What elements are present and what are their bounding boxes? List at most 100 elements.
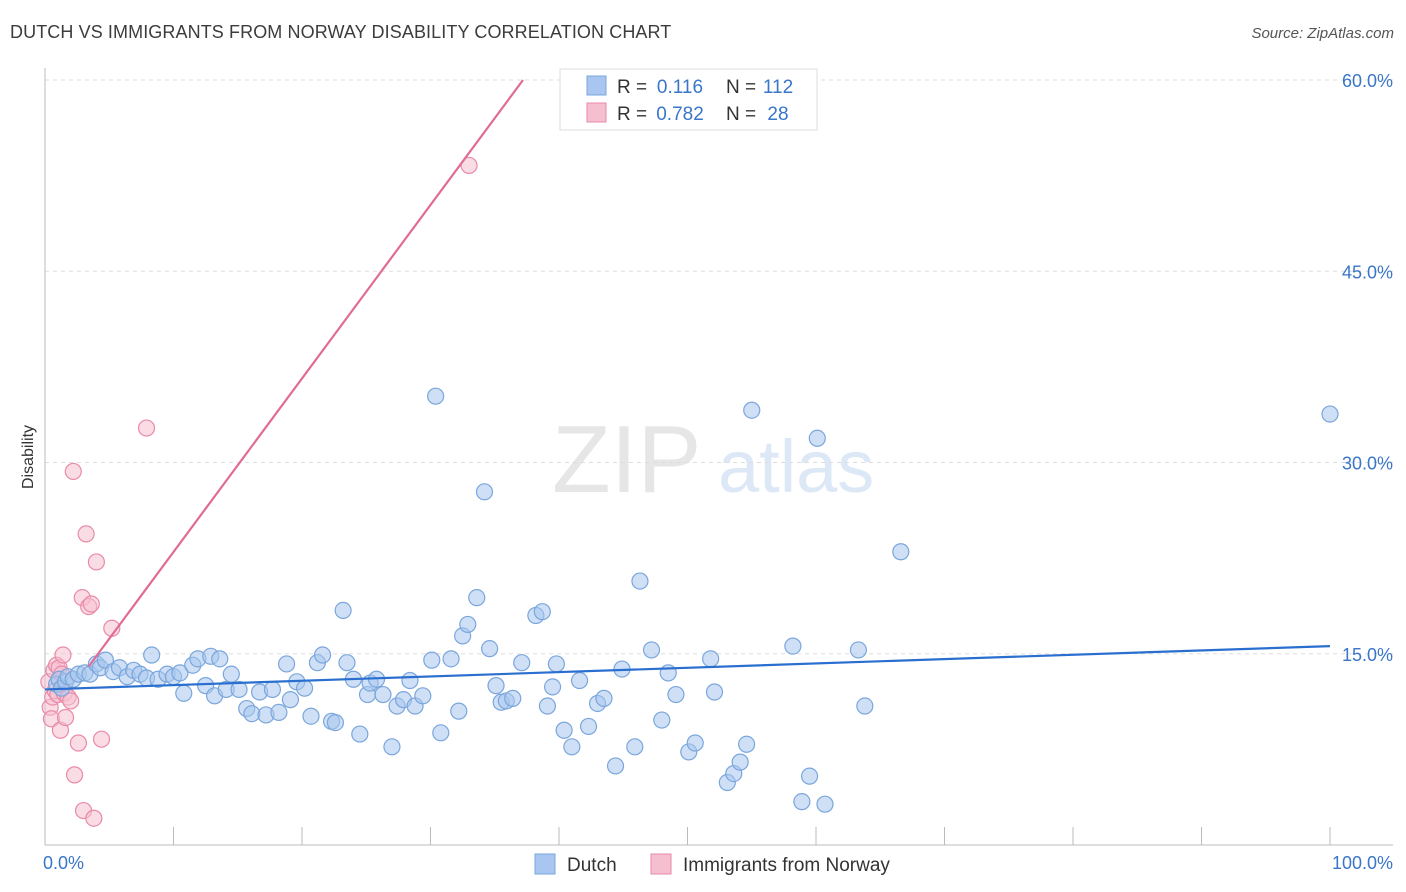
stats-n-value: 28 <box>767 104 788 125</box>
dutch-point <box>686 734 704 752</box>
dutch-point <box>538 697 557 715</box>
dutch-point <box>784 637 802 655</box>
dutch-point <box>653 711 671 729</box>
stats-r-label: R = <box>617 104 647 125</box>
dutch-point <box>743 401 761 419</box>
chart-source: Source: ZipAtlas.com <box>1251 25 1394 42</box>
stats-swatch <box>586 102 607 123</box>
norway-point <box>85 809 103 827</box>
dutch-point <box>277 655 296 673</box>
dutch-point <box>281 691 300 709</box>
dutch-point <box>374 685 392 704</box>
norway-points <box>40 156 478 827</box>
chart-title: DUTCH VS IMMIGRANTS FROM NORWAY DISABILI… <box>10 22 672 42</box>
dutch-point <box>504 689 522 707</box>
dutch-point <box>856 697 874 715</box>
dutch-point <box>326 713 345 732</box>
dutch-point <box>383 738 401 756</box>
dutch-point <box>243 705 261 723</box>
tick-labels: 15.0% 30.0% 45.0% 60.0% 0.0% 100.0% <box>43 71 1393 873</box>
dutch-trendline <box>44 645 1331 691</box>
dutch-point <box>295 679 314 697</box>
dutch-point <box>547 655 566 673</box>
y-tick-label: 45.0% <box>1342 262 1393 282</box>
dutch-point <box>631 572 649 590</box>
dutch-point <box>338 654 356 672</box>
norway-point <box>56 708 75 727</box>
dutch-point <box>595 689 613 707</box>
dutch-point <box>427 387 445 405</box>
norway-point <box>54 646 72 664</box>
stats-r-label: R = <box>617 77 647 98</box>
norway-point <box>65 766 84 784</box>
dutch-point <box>270 703 288 722</box>
watermark-zip: ZIP <box>552 406 701 513</box>
norway-point <box>69 734 88 752</box>
dutch-point <box>579 717 598 736</box>
dutch-point <box>793 793 811 811</box>
dutch-point <box>481 640 499 658</box>
y-axis-label: Disability <box>20 425 37 489</box>
norway-point <box>87 553 106 571</box>
dutch-point <box>667 685 685 704</box>
dutch-point <box>222 665 240 683</box>
dutch-point <box>808 429 826 447</box>
dutch-point <box>423 651 441 669</box>
legend-swatch <box>534 853 556 875</box>
dutch-point <box>570 671 589 690</box>
dutch-point <box>143 646 161 664</box>
dutch-point <box>606 757 625 775</box>
y-tick-label: 15.0% <box>1342 645 1393 665</box>
dutch-point <box>849 641 868 659</box>
dutch-point <box>487 677 505 695</box>
y-tick-label: 60.0% <box>1342 71 1393 91</box>
dutch-point <box>468 589 486 607</box>
dutch-point <box>313 646 332 664</box>
dutch-point <box>555 721 573 739</box>
dutch-point <box>401 671 419 690</box>
dutch-points <box>47 387 1339 813</box>
dutch-point <box>513 654 531 672</box>
norway-point <box>82 595 100 613</box>
norway-trendline <box>87 79 524 668</box>
legend-swatch <box>650 853 672 875</box>
dutch-point <box>563 738 581 756</box>
dutch-point <box>450 702 468 720</box>
dutch-point <box>800 767 819 785</box>
x-tick-label: 100.0% <box>1332 853 1393 873</box>
trendlines <box>44 79 1331 691</box>
x-tick-label: 0.0% <box>43 853 84 873</box>
dutch-point <box>432 724 450 742</box>
dutch-point <box>705 683 724 701</box>
legend-label: Immigrants from Norway <box>683 855 890 876</box>
dutch-point <box>475 483 494 501</box>
stats-swatch <box>586 75 607 96</box>
stats-r-value: 0.782 <box>656 104 704 125</box>
dutch-point <box>175 684 193 702</box>
dutch-point <box>642 641 661 659</box>
dutch-point <box>351 725 369 743</box>
dutch-point <box>171 664 189 682</box>
norway-point <box>62 692 80 710</box>
dutch-point <box>334 601 352 620</box>
dutch-point <box>459 615 477 634</box>
grid-lines <box>45 79 1393 655</box>
dutch-point <box>263 680 282 699</box>
bottom-legend: Dutch Immigrants from Norway <box>534 853 890 876</box>
stats-n-label: N = <box>726 77 756 98</box>
stats-r-value: 0.116 <box>657 77 703 98</box>
dutch-point <box>731 753 749 771</box>
norway-point <box>77 525 95 543</box>
norway-point <box>137 419 156 437</box>
dutch-point <box>211 650 229 668</box>
watermark: ZIP atlas <box>552 406 874 513</box>
dutch-point <box>892 543 910 561</box>
stats-n-label: N = <box>726 104 756 125</box>
dutch-point <box>442 650 460 668</box>
legend-label: Dutch <box>567 855 617 876</box>
dutch-point <box>543 678 562 696</box>
dutch-point <box>626 738 644 756</box>
stats-n-value: 112 <box>763 77 793 98</box>
